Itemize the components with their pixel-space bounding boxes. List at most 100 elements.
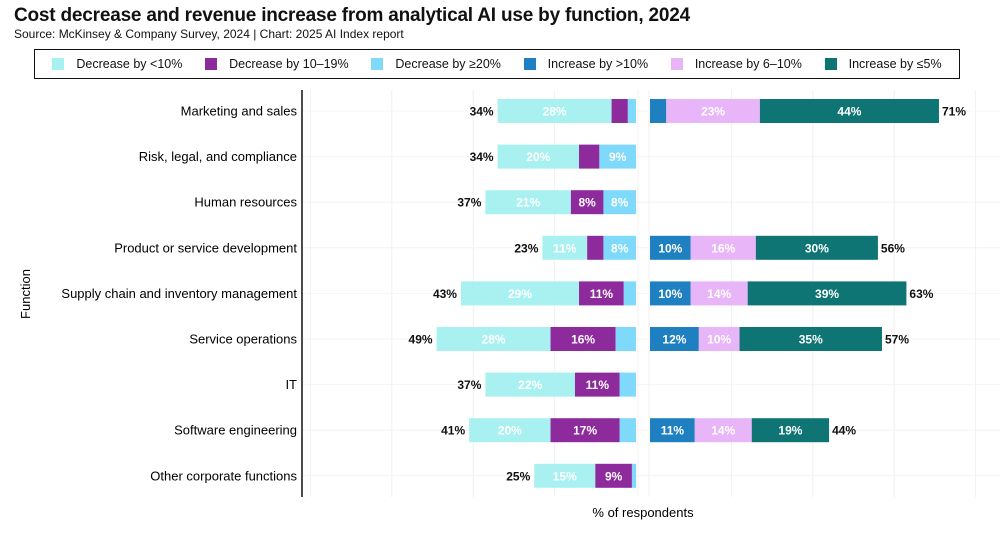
bar-segment (579, 281, 624, 306)
bar-segment (694, 418, 752, 443)
bar-segment (485, 372, 575, 397)
total-label: 63% (909, 287, 933, 301)
category-label: Marketing and sales (181, 104, 298, 119)
segment-label: 19% (778, 424, 802, 438)
bar-segment (497, 144, 580, 169)
bar-segment (619, 372, 636, 397)
bar-segment (650, 235, 691, 260)
total-label: 34% (470, 105, 494, 119)
bar-segment (603, 190, 636, 215)
bar-segment (542, 235, 588, 260)
total-label: 34% (470, 150, 494, 164)
total-label: 37% (457, 378, 481, 392)
bar-segment (534, 463, 596, 488)
legend-label: Increase by 6–10% (694, 57, 802, 71)
segment-label: 16% (711, 241, 735, 255)
bar-segment (755, 235, 878, 260)
legend-label: Increase by >10% (547, 57, 649, 71)
legend-swatch (824, 58, 837, 70)
legend-swatch (371, 58, 384, 70)
bar-segment (751, 418, 830, 443)
bar-segment (436, 327, 551, 351)
bar-segment (497, 99, 612, 123)
category-label: Supply chain and inventory management (61, 286, 297, 301)
segment-label: 11% (590, 287, 614, 301)
bar-segment (650, 281, 691, 306)
bar-segment (603, 235, 636, 260)
legend-label: Decrease by <10% (76, 57, 183, 71)
bar-segment (599, 144, 636, 169)
bar-segment (574, 372, 620, 397)
segment-label: 11% (553, 241, 577, 255)
segment-label: 10% (658, 287, 682, 301)
legend-swatch (523, 58, 536, 70)
bar-segment (747, 281, 907, 306)
bar-segment (587, 235, 604, 260)
bar-segment (550, 327, 616, 351)
bar-segment (698, 327, 740, 351)
bar-segment (666, 99, 760, 123)
bar-segment (485, 190, 571, 215)
total-label: 43% (433, 287, 457, 301)
segment-label: 44% (837, 105, 861, 119)
segment-label: 8% (611, 196, 629, 210)
legend-item: Increase by >10% (523, 57, 649, 71)
segment-label: 39% (815, 287, 839, 301)
category-label: Product or service development (114, 240, 297, 255)
bar-segment (650, 327, 699, 351)
total-label: 37% (457, 196, 481, 210)
category-label: Other corporate functions (150, 468, 297, 483)
bar-segment (550, 418, 620, 443)
segment-label: 9% (609, 150, 627, 164)
bar-segment (650, 99, 667, 123)
category-label: Human resources (194, 195, 297, 210)
bar-segment (690, 235, 756, 260)
legend-item: Decrease by 10–19% (205, 57, 349, 71)
total-label: 41% (441, 424, 465, 438)
segment-label: 14% (711, 424, 735, 438)
legend-item: Increase by 6–10% (670, 57, 802, 71)
bar-segment (650, 418, 695, 443)
segment-label: 9% (605, 469, 623, 483)
segment-label: 16% (571, 333, 595, 347)
segment-label: 8% (578, 196, 596, 210)
total-label: 56% (881, 241, 905, 255)
bar-segment (595, 463, 632, 488)
chart-title: Cost decrease and revenue increase from … (14, 5, 690, 26)
category-label: Software engineering (174, 423, 297, 438)
bar-segment (627, 99, 636, 123)
segment-label: 23% (701, 105, 725, 119)
segment-label: 10% (707, 333, 731, 347)
segment-label: 15% (553, 469, 577, 483)
bar-segment (619, 418, 636, 443)
segment-label: 28% (482, 333, 506, 347)
segment-label: 20% (526, 150, 550, 164)
legend-label: Decrease by 10–19% (229, 57, 349, 71)
bar-segment (469, 418, 551, 443)
total-label: 25% (506, 469, 530, 483)
legend-label: Increase by ≤5% (848, 57, 942, 71)
segment-label: 29% (508, 287, 532, 301)
legend: Decrease by <10% Decrease by 10–19% Decr… (34, 49, 960, 79)
total-label: 57% (885, 333, 909, 347)
bar-segment (759, 99, 939, 123)
segment-label: 17% (573, 424, 597, 438)
legend-label: Decrease by ≥20% (395, 57, 501, 71)
bar-segment (615, 327, 636, 351)
bar-segment (460, 281, 580, 306)
legend-item: Decrease by <10% (52, 57, 182, 71)
category-label: IT (285, 377, 297, 392)
chart-subtitle: Source: McKinsey & Company Survey, 2024 … (14, 27, 404, 41)
category-label: Risk, legal, and compliance (139, 149, 297, 164)
legend-swatch (52, 58, 65, 70)
segment-label: 22% (518, 378, 542, 392)
segment-label: 11% (586, 378, 610, 392)
x-axis-label: % of respondents (592, 505, 694, 520)
legend-item: Increase by ≤5% (824, 57, 942, 71)
bar-segment (623, 281, 636, 306)
category-label: Service operations (189, 332, 297, 347)
bar-segment (579, 144, 600, 169)
bar-segment (631, 463, 636, 488)
segment-label: 10% (658, 241, 682, 255)
